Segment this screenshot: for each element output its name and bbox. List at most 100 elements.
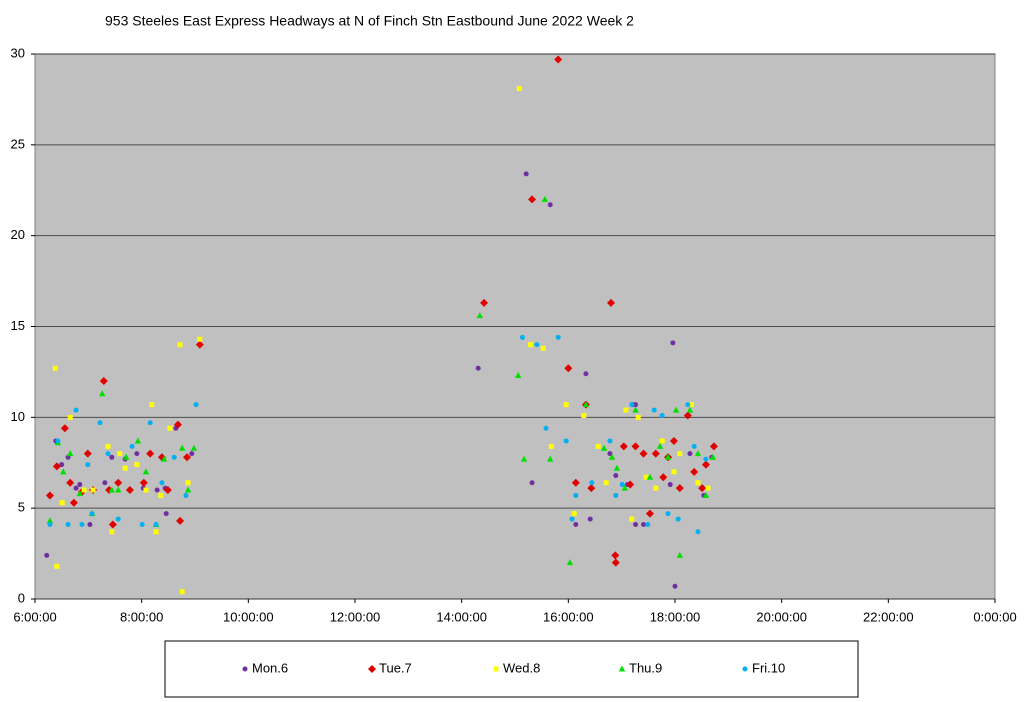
point — [115, 486, 122, 493]
point — [179, 444, 186, 451]
legend-label: Fri.10 — [752, 660, 785, 675]
point — [55, 438, 61, 444]
point — [583, 371, 589, 377]
point — [108, 486, 115, 493]
point — [73, 485, 79, 491]
point — [176, 516, 185, 525]
point — [595, 443, 601, 449]
point — [581, 413, 587, 419]
point — [195, 340, 204, 349]
point — [171, 454, 177, 460]
y-tick-label: 10 — [11, 409, 25, 424]
point — [554, 55, 563, 64]
point — [139, 522, 145, 528]
point — [60, 424, 69, 433]
point — [659, 438, 665, 444]
point — [534, 342, 540, 348]
point — [44, 552, 50, 558]
point — [153, 522, 159, 528]
point — [571, 511, 577, 517]
point — [701, 460, 710, 469]
point — [613, 464, 621, 471]
point — [603, 480, 609, 486]
point — [108, 520, 117, 529]
point — [698, 484, 707, 493]
y-tick-label: 0 — [18, 590, 25, 605]
point — [547, 202, 553, 208]
point — [694, 450, 702, 457]
point — [183, 453, 191, 462]
point — [702, 491, 710, 498]
point — [163, 486, 172, 494]
point — [59, 500, 65, 506]
point — [686, 406, 694, 413]
point — [629, 402, 635, 408]
point — [66, 478, 75, 487]
point — [631, 442, 640, 451]
point — [645, 509, 654, 518]
point — [564, 364, 573, 373]
legend-label: Thu.9 — [629, 660, 662, 675]
point — [99, 377, 108, 385]
point — [619, 442, 628, 451]
point — [675, 516, 681, 522]
point — [184, 486, 192, 493]
legend-label: Wed.8 — [503, 660, 540, 675]
point — [476, 312, 483, 319]
point — [125, 486, 134, 494]
point — [197, 336, 203, 342]
point — [563, 402, 569, 408]
point — [709, 453, 717, 460]
point — [613, 492, 619, 498]
point — [179, 589, 185, 595]
point — [134, 437, 142, 444]
point — [114, 478, 123, 487]
x-tick-label: 8:00:00 — [120, 609, 163, 624]
point — [76, 490, 83, 497]
point — [689, 402, 695, 408]
x-tick-label: 0:00:00 — [973, 609, 1016, 624]
point — [154, 487, 160, 493]
point — [705, 485, 711, 491]
point — [635, 414, 641, 420]
x-tick-label: 22:00:00 — [863, 609, 914, 624]
point — [607, 298, 615, 307]
point — [52, 365, 58, 371]
point — [149, 402, 155, 408]
point — [189, 451, 195, 457]
point — [664, 453, 672, 460]
point — [555, 334, 561, 340]
point — [193, 402, 199, 408]
point — [46, 517, 54, 524]
point — [573, 522, 579, 528]
point — [520, 455, 528, 462]
point — [676, 551, 683, 558]
point — [670, 340, 676, 346]
point — [623, 407, 629, 413]
x-tick-label: 16:00:00 — [543, 609, 594, 624]
y-tick-label: 30 — [11, 45, 25, 60]
point — [73, 407, 79, 413]
point — [83, 449, 92, 458]
point — [600, 444, 608, 451]
point — [54, 563, 60, 569]
legend-marker — [493, 666, 499, 672]
point — [183, 492, 189, 498]
point — [695, 480, 701, 486]
y-tick-label: 5 — [18, 500, 25, 515]
point — [475, 365, 481, 371]
point — [543, 425, 549, 431]
point — [709, 442, 718, 451]
point — [105, 443, 111, 449]
point — [607, 438, 613, 444]
point — [65, 522, 71, 528]
point — [115, 516, 121, 522]
point — [122, 465, 128, 471]
point — [87, 522, 93, 528]
point — [528, 195, 537, 204]
point — [669, 436, 678, 445]
point — [656, 442, 664, 449]
point — [527, 342, 533, 348]
point — [129, 443, 135, 449]
